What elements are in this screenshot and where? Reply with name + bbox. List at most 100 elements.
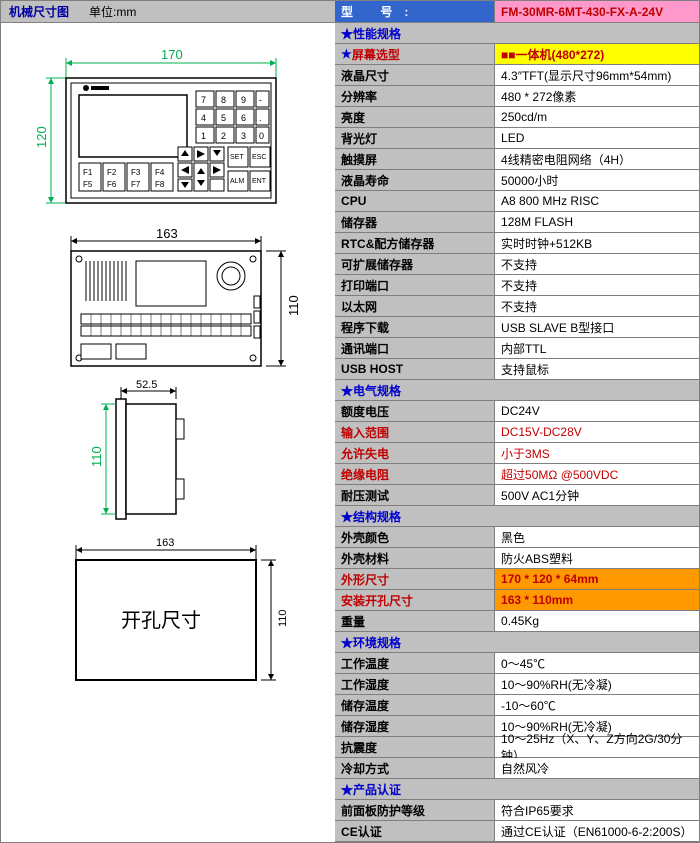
spec-row: 背光灯LED bbox=[335, 128, 699, 149]
spec-label: 输入范围 bbox=[335, 422, 495, 442]
spec-label: 工作湿度 bbox=[335, 674, 495, 694]
spec-label: 允许失电 bbox=[335, 443, 495, 463]
spec-label: CE认证 bbox=[335, 821, 495, 841]
svg-text:2: 2 bbox=[221, 131, 226, 141]
spec-row: 抗震度10～25Hz（X、Y、Z方向2G/30分钟） bbox=[335, 737, 699, 758]
svg-text:7: 7 bbox=[201, 95, 206, 105]
spec-row: 储存器128M FLASH bbox=[335, 212, 699, 233]
spec-label: 触摸屏 bbox=[335, 149, 495, 169]
spec-row: 液晶尺寸4.3″TFT(显示尺寸96mm*54mm) bbox=[335, 65, 699, 86]
spec-label: 液晶尺寸 bbox=[335, 65, 495, 85]
svg-text:9: 9 bbox=[241, 95, 246, 105]
svg-text:ENT: ENT bbox=[252, 178, 267, 185]
spec-value: 4.3″TFT(显示尺寸96mm*54mm) bbox=[495, 65, 699, 85]
spec-row: 额度电压DC24V bbox=[335, 401, 699, 422]
spec-label: 工作温度 bbox=[335, 653, 495, 673]
spec-row: 安装开孔尺寸163 * 110mm bbox=[335, 590, 699, 611]
spec-value: 10～90%RH(无冷凝) bbox=[495, 674, 699, 694]
spec-value: DC24V bbox=[495, 401, 699, 421]
spec-label: 绝缘电阻 bbox=[335, 464, 495, 484]
spec-label: 背光灯 bbox=[335, 128, 495, 148]
svg-text:0: 0 bbox=[259, 131, 264, 141]
spec-row: 输入范围DC15V-DC28V bbox=[335, 422, 699, 443]
diagram-unit: 单位:mm bbox=[89, 3, 136, 20]
spec-value: A8 800 MHz RISC bbox=[495, 191, 699, 211]
spec-row: 打印端口不支持 bbox=[335, 275, 699, 296]
svg-text:5: 5 bbox=[221, 113, 226, 123]
spec-row: RTC&配方储存器实时时钟+512KB bbox=[335, 233, 699, 254]
spec-row: 外壳材料防火ABS塑料 bbox=[335, 548, 699, 569]
svg-text:.: . bbox=[259, 113, 262, 123]
spec-row: 可扩展储存器不支持 bbox=[335, 254, 699, 275]
spec-label: 以太网 bbox=[335, 296, 495, 316]
spec-row: CPUA8 800 MHz RISC bbox=[335, 191, 699, 212]
front-height-label: 120 bbox=[34, 126, 49, 148]
spec-value: 0.45Kg bbox=[495, 611, 699, 631]
cutout-height-label: 110 bbox=[277, 609, 289, 627]
spec-value: USB SLAVE B型接口 bbox=[495, 317, 699, 337]
spec-row: 触摸屏4线精密电阻网络（4H） bbox=[335, 149, 699, 170]
spec-label: 分辨率 bbox=[335, 86, 495, 106]
front-width-label: 170 bbox=[161, 47, 183, 62]
spec-value: 0～45℃ bbox=[495, 653, 699, 673]
svg-text:F8: F8 bbox=[155, 180, 165, 189]
spec-value: 支持鼠标 bbox=[495, 359, 699, 379]
spec-value: 符合IP65要求 bbox=[495, 800, 699, 820]
spec-row: 工作湿度10～90%RH(无冷凝) bbox=[335, 674, 699, 695]
side-panel-diagram: 52.5 110 bbox=[16, 379, 316, 529]
spec-value: 不支持 bbox=[495, 275, 699, 295]
spec-label: 耐压测试 bbox=[335, 485, 495, 505]
spec-row: 亮度250cd/m bbox=[335, 107, 699, 128]
spec-label: 亮度 bbox=[335, 107, 495, 127]
datasheet-container: 机械尺寸图 单位:mm 170 120 bbox=[0, 0, 700, 843]
svg-text:3: 3 bbox=[241, 131, 246, 141]
spec-value: 超过50MΩ @500VDC bbox=[495, 464, 699, 484]
svg-text:F6: F6 bbox=[107, 180, 117, 189]
spec-value: 黑色 bbox=[495, 527, 699, 547]
spec-label: 额度电压 bbox=[335, 401, 495, 421]
side-height-label: 110 bbox=[89, 446, 104, 467]
diagram-title: 机械尺寸图 bbox=[9, 3, 69, 20]
spec-value: 不支持 bbox=[495, 254, 699, 274]
spec-row: 储存温度-10～60℃ bbox=[335, 695, 699, 716]
diagram-column: 机械尺寸图 单位:mm 170 120 bbox=[1, 1, 335, 842]
spec-value: 163 * 110mm bbox=[495, 590, 699, 610]
spec-row: 前面板防护等级符合IP65要求 bbox=[335, 800, 699, 821]
spec-label: 储存温度 bbox=[335, 695, 495, 715]
svg-text:8: 8 bbox=[221, 95, 226, 105]
spec-row: 程序下载USB SLAVE B型接口 bbox=[335, 317, 699, 338]
svg-text:ALM: ALM bbox=[230, 178, 245, 185]
spec-table-body: ★性能规格★屏幕选型■■一体机(480*272)液晶尺寸4.3″TFT(显示尺寸… bbox=[335, 23, 699, 842]
back-width-label: 163 bbox=[156, 226, 178, 241]
spec-value: ■■一体机(480*272) bbox=[495, 44, 699, 64]
spec-label: 液晶寿命 bbox=[335, 170, 495, 190]
spec-value: LED bbox=[495, 128, 699, 148]
spec-row: 耐压测试500V AC1分钟 bbox=[335, 485, 699, 506]
spec-section-header: ★性能规格 bbox=[335, 23, 699, 44]
svg-text:SET: SET bbox=[230, 154, 244, 161]
spec-label: 通讯端口 bbox=[335, 338, 495, 358]
spec-value: 480 * 272像素 bbox=[495, 86, 699, 106]
spec-value: 自然风冷 bbox=[495, 758, 699, 778]
svg-text:1: 1 bbox=[201, 131, 206, 141]
spec-row: 冷却方式自然风冷 bbox=[335, 758, 699, 779]
spec-value: 250cd/m bbox=[495, 107, 699, 127]
spec-label: RTC&配方储存器 bbox=[335, 233, 495, 253]
spec-row: 外形尺寸170 * 120 * 64mm bbox=[335, 569, 699, 590]
spec-row: 通讯端口内部TTL bbox=[335, 338, 699, 359]
diagram-area: 170 120 7 8 9 bbox=[1, 23, 335, 725]
svg-text:F1: F1 bbox=[83, 168, 93, 177]
spec-row: 允许失电小于3MS bbox=[335, 443, 699, 464]
spec-label: 储存器 bbox=[335, 212, 495, 232]
spec-row: 工作温度0～45℃ bbox=[335, 653, 699, 674]
spec-section-header: ★结构规格 bbox=[335, 506, 699, 527]
spec-label: ★屏幕选型 bbox=[335, 44, 495, 64]
spec-column: 型 号: FM-30MR-6MT-430-FX-A-24V ★性能规格★屏幕选型… bbox=[335, 1, 699, 842]
spec-value: 防火ABS塑料 bbox=[495, 548, 699, 568]
cutout-width-label: 163 bbox=[156, 537, 174, 549]
spec-row: ★屏幕选型■■一体机(480*272) bbox=[335, 44, 699, 65]
svg-text:ESC: ESC bbox=[252, 154, 266, 161]
spec-label: 程序下载 bbox=[335, 317, 495, 337]
spec-section-header: ★环境规格 bbox=[335, 632, 699, 653]
svg-text:4: 4 bbox=[201, 113, 206, 123]
